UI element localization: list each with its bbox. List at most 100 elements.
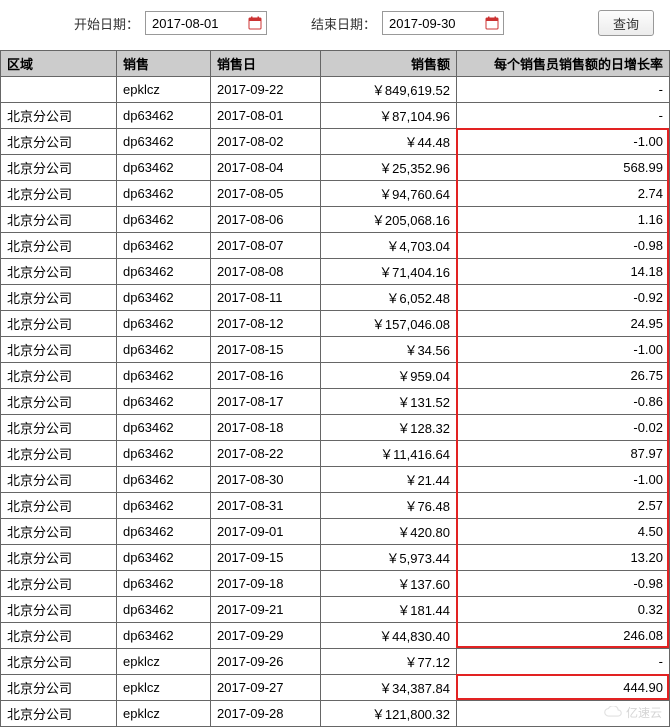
table-row: 北京分公司dp634622017-08-08￥71,404.1614.18 — [1, 259, 670, 285]
cell-seller: epklcz — [117, 701, 211, 727]
cell-amount: ￥4,703.04 — [321, 233, 457, 259]
cell-growth: -0.86 — [457, 389, 670, 415]
cell-seller: dp63462 — [117, 467, 211, 493]
cell-date: 2017-08-17 — [211, 389, 321, 415]
cell-growth: 2.57 — [457, 493, 670, 519]
cell-seller: epklcz — [117, 77, 211, 103]
cell-amount: ￥76.48 — [321, 493, 457, 519]
table-row: 北京分公司dp634622017-08-04￥25,352.96568.99 — [1, 155, 670, 181]
cell-area: 北京分公司 — [1, 233, 117, 259]
cell-date: 2017-08-18 — [211, 415, 321, 441]
table-row: 北京分公司dp634622017-08-06￥205,068.161.16 — [1, 207, 670, 233]
cell-amount: ￥11,416.64 — [321, 441, 457, 467]
col-date: 销售日 — [211, 51, 321, 77]
table-row: 北京分公司dp634622017-08-07￥4,703.04-0.98 — [1, 233, 670, 259]
query-button[interactable]: 查询 — [598, 10, 654, 36]
cell-date: 2017-09-22 — [211, 77, 321, 103]
cell-date: 2017-08-01 — [211, 103, 321, 129]
cell-date: 2017-08-06 — [211, 207, 321, 233]
cell-growth: 14.18 — [457, 259, 670, 285]
cell-amount: ￥44.48 — [321, 129, 457, 155]
data-table-wrap: 区域 销售 销售日 销售额 每个销售员销售额的日增长率 epklcz2017-0… — [0, 50, 670, 727]
cell-seller: epklcz — [117, 649, 211, 675]
cell-seller: dp63462 — [117, 415, 211, 441]
cell-area — [1, 77, 117, 103]
end-date-input[interactable] — [389, 16, 481, 31]
cell-growth: -1.00 — [457, 337, 670, 363]
cell-amount: ￥137.60 — [321, 571, 457, 597]
cell-area: 北京分公司 — [1, 181, 117, 207]
cell-date: 2017-09-29 — [211, 623, 321, 649]
cell-seller: dp63462 — [117, 129, 211, 155]
col-growth: 每个销售员销售额的日增长率 — [457, 51, 670, 77]
table-row: 北京分公司dp634622017-08-02￥44.48-1.00 — [1, 129, 670, 155]
start-date-label: 开始日期： — [74, 14, 139, 33]
table-row: 北京分公司dp634622017-08-15￥34.56-1.00 — [1, 337, 670, 363]
cell-seller: dp63462 — [117, 259, 211, 285]
cell-growth: 26.75 — [457, 363, 670, 389]
cell-date: 2017-08-02 — [211, 129, 321, 155]
cell-growth: -0.02 — [457, 415, 670, 441]
cell-area: 北京分公司 — [1, 103, 117, 129]
cell-area: 北京分公司 — [1, 675, 117, 701]
cell-seller: dp63462 — [117, 519, 211, 545]
cell-seller: dp63462 — [117, 571, 211, 597]
calendar-icon[interactable] — [248, 16, 262, 30]
cell-area: 北京分公司 — [1, 285, 117, 311]
cell-growth: 0.32 — [457, 597, 670, 623]
table-row: 北京分公司dp634622017-09-21￥181.440.32 — [1, 597, 670, 623]
cell-growth: -1.00 — [457, 129, 670, 155]
cell-date: 2017-09-27 — [211, 675, 321, 701]
cell-date: 2017-08-11 — [211, 285, 321, 311]
table-row: 北京分公司dp634622017-08-05￥94,760.642.74 — [1, 181, 670, 207]
cell-growth: -0.98 — [457, 233, 670, 259]
cell-amount: ￥849,619.52 — [321, 77, 457, 103]
cell-growth: 568.99 — [457, 155, 670, 181]
table-row: 北京分公司epklcz2017-09-28￥121,800.32 — [1, 701, 670, 727]
cell-amount: ￥34.56 — [321, 337, 457, 363]
start-date-picker[interactable] — [145, 11, 267, 35]
data-table: 区域 销售 销售日 销售额 每个销售员销售额的日增长率 epklcz2017-0… — [0, 50, 670, 727]
cell-date: 2017-08-04 — [211, 155, 321, 181]
calendar-icon[interactable] — [485, 16, 499, 30]
cell-seller: dp63462 — [117, 545, 211, 571]
cell-growth: 246.08 — [457, 623, 670, 649]
table-row: epklcz2017-09-22￥849,619.52- — [1, 77, 670, 103]
table-row: 北京分公司dp634622017-08-12￥157,046.0824.95 — [1, 311, 670, 337]
table-row: 北京分公司dp634622017-09-29￥44,830.40246.08 — [1, 623, 670, 649]
cell-seller: dp63462 — [117, 623, 211, 649]
cell-amount: ￥21.44 — [321, 467, 457, 493]
table-row: 北京分公司dp634622017-08-01￥87,104.96- — [1, 103, 670, 129]
cell-area: 北京分公司 — [1, 155, 117, 181]
cell-seller: dp63462 — [117, 285, 211, 311]
start-date-input[interactable] — [152, 16, 244, 31]
cell-amount: ￥77.12 — [321, 649, 457, 675]
cell-growth: - — [457, 103, 670, 129]
table-row: 北京分公司dp634622017-08-18￥128.32-0.02 — [1, 415, 670, 441]
cell-amount: ￥87,104.96 — [321, 103, 457, 129]
table-row: 北京分公司dp634622017-08-17￥131.52-0.86 — [1, 389, 670, 415]
table-row: 北京分公司dp634622017-08-16￥959.0426.75 — [1, 363, 670, 389]
cell-seller: dp63462 — [117, 493, 211, 519]
cell-seller: epklcz — [117, 675, 211, 701]
cell-area: 北京分公司 — [1, 623, 117, 649]
cell-seller: dp63462 — [117, 441, 211, 467]
cell-area: 北京分公司 — [1, 467, 117, 493]
cell-amount: ￥94,760.64 — [321, 181, 457, 207]
cell-amount: ￥181.44 — [321, 597, 457, 623]
cell-amount: ￥34,387.84 — [321, 675, 457, 701]
cell-seller: dp63462 — [117, 597, 211, 623]
end-date-picker[interactable] — [382, 11, 504, 35]
toolbar: 开始日期： 结束日期： 查询 — [0, 0, 670, 50]
table-row: 北京分公司dp634622017-09-01￥420.804.50 — [1, 519, 670, 545]
cell-area: 北京分公司 — [1, 493, 117, 519]
cell-amount: ￥157,046.08 — [321, 311, 457, 337]
cell-date: 2017-08-31 — [211, 493, 321, 519]
cell-amount: ￥128.32 — [321, 415, 457, 441]
cell-area: 北京分公司 — [1, 519, 117, 545]
cell-date: 2017-08-08 — [211, 259, 321, 285]
cell-growth: -1.00 — [457, 467, 670, 493]
cell-growth: 2.74 — [457, 181, 670, 207]
cell-amount: ￥6,052.48 — [321, 285, 457, 311]
cell-amount: ￥959.04 — [321, 363, 457, 389]
